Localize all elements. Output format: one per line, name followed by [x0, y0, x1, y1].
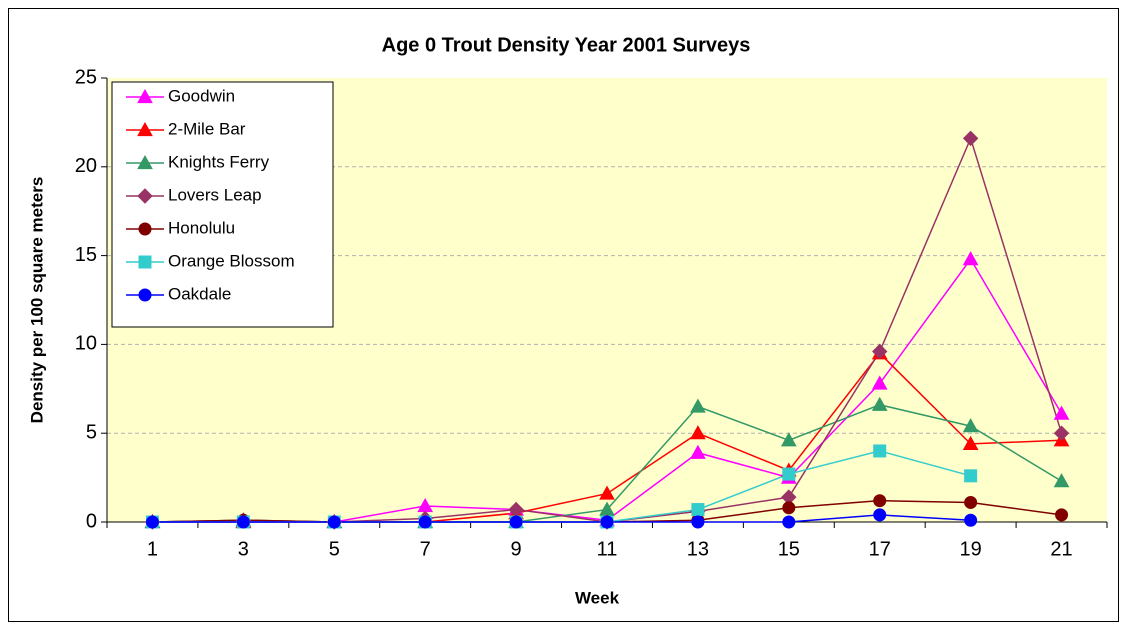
- data-point: [782, 467, 796, 481]
- data-point: [964, 513, 978, 527]
- y-axis-label: Density per 100 square meters: [27, 177, 46, 424]
- data-point: [873, 444, 887, 458]
- data-point: [691, 503, 705, 517]
- x-tick-label: 21: [1050, 538, 1072, 560]
- legend-label: Honolulu: [168, 218, 235, 237]
- data-point: [327, 515, 341, 529]
- data-point: [1053, 405, 1070, 420]
- data-point: [964, 469, 978, 483]
- legend-marker: [137, 121, 153, 137]
- x-tick-label: 11: [597, 538, 618, 560]
- legend-label: 2-Mile Bar: [168, 119, 246, 138]
- data-point: [418, 515, 432, 529]
- data-point: [1055, 508, 1069, 522]
- data-point: [690, 425, 706, 440]
- data-point: [1053, 473, 1070, 488]
- data-point: [600, 515, 614, 529]
- y-tick-label: 20: [75, 155, 97, 177]
- data-point: [1053, 425, 1070, 441]
- legend-marker: [138, 255, 152, 269]
- x-tick-label: 1: [147, 538, 158, 560]
- legend-marker: [138, 288, 152, 302]
- data-point: [236, 515, 250, 529]
- data-point: [780, 432, 797, 447]
- legend-label: Oakdale: [168, 284, 231, 303]
- legend-label: Lovers Leap: [168, 185, 262, 204]
- data-point: [782, 515, 796, 529]
- x-tick-label: 7: [420, 538, 431, 560]
- data-point: [690, 444, 706, 459]
- data-point: [873, 494, 887, 508]
- data-point: [962, 251, 979, 266]
- y-tick-label: 10: [75, 333, 97, 355]
- x-tick-label: 17: [869, 538, 891, 560]
- series-line: [152, 514, 971, 523]
- legend-label: Orange Blossom: [168, 251, 295, 270]
- data-point: [964, 495, 978, 509]
- data-point: [872, 343, 888, 360]
- chart-title: Age 0 Trout Density Year 2001 Surveys: [382, 34, 751, 56]
- x-tick-label: 3: [238, 538, 249, 560]
- data-point: [962, 418, 979, 433]
- data-point: [782, 501, 796, 515]
- data-point: [873, 508, 887, 522]
- y-tick-label: 25: [75, 66, 97, 88]
- data-point: [145, 515, 159, 529]
- legend-box: [111, 81, 334, 328]
- data-point: [962, 435, 979, 450]
- y-tick-label: 5: [86, 421, 97, 443]
- legend-label: Knights Ferry: [168, 152, 270, 171]
- legend-marker: [137, 88, 153, 104]
- x-axis-label: Week: [575, 588, 620, 607]
- x-tick-label: 19: [960, 538, 982, 560]
- data-point: [690, 398, 706, 413]
- legend: Goodwin 2-Mile Bar Knights Ferry Lovers Lea…: [111, 81, 334, 328]
- legend-marker: [137, 188, 153, 204]
- data-point: [962, 130, 979, 147]
- x-tick-label: 9: [511, 538, 522, 560]
- legend-label: Goodwin: [168, 86, 235, 105]
- legend-marker: [137, 154, 153, 170]
- data-point: [509, 515, 523, 529]
- y-tick-label: 0: [86, 510, 97, 532]
- data-point: [871, 396, 888, 411]
- x-tick-label: 13: [687, 538, 709, 560]
- x-tick-label: 15: [778, 538, 800, 560]
- data-point: [871, 375, 888, 390]
- data-point: [691, 515, 705, 529]
- x-tick-label: 5: [329, 538, 340, 560]
- legend-marker: [138, 222, 152, 236]
- data-point: [599, 485, 615, 500]
- y-tick-label: 15: [75, 244, 97, 266]
